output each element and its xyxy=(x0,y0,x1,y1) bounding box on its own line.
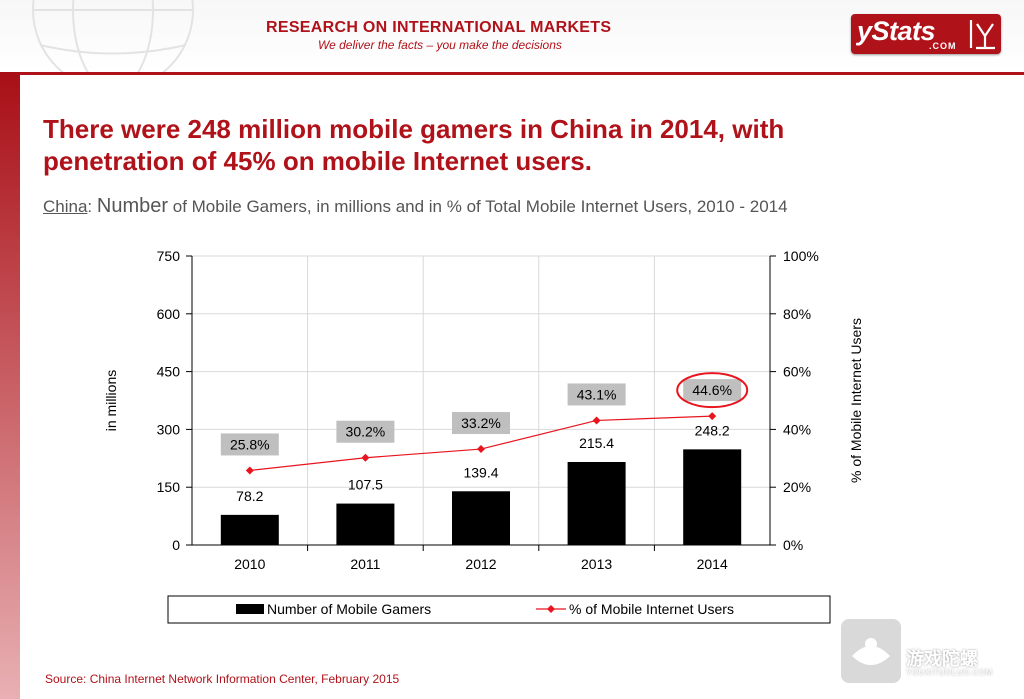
highlight-circle xyxy=(676,372,749,409)
y2-tick-label: 100% xyxy=(783,248,819,264)
bar-data-label: 139.4 xyxy=(463,464,498,480)
y2-tick-label: 60% xyxy=(783,364,811,380)
legend-swatch-bars xyxy=(236,604,264,614)
page-title: There were 248 million mobile gamers in … xyxy=(43,114,785,176)
bar xyxy=(220,514,279,545)
logo-mark-icon xyxy=(969,20,995,50)
subtitle-lead: Number xyxy=(96,195,169,217)
legend-box xyxy=(167,595,831,624)
x-tick-label: 2011 xyxy=(350,556,380,572)
logo-text: yStats xyxy=(857,16,936,46)
watermark-url: YOUXITUOLUO.COM xyxy=(906,668,993,677)
side-accent-bar xyxy=(0,72,20,699)
line-point xyxy=(708,412,717,421)
y-tick-label: 150 xyxy=(157,479,181,495)
bar-data-label: 78.2 xyxy=(236,488,263,504)
line-data-label: 30.2% xyxy=(346,424,386,440)
y2-tick-label: 0% xyxy=(783,537,803,553)
line-point xyxy=(245,466,254,475)
ystats-logo: yStats .COM xyxy=(851,14,1001,54)
legend-label-line: % of Mobile Internet Users xyxy=(569,601,734,617)
subtitle-rest: of Mobile Gamers, in millions and in % o… xyxy=(168,197,788,216)
y2-tick-label: 20% xyxy=(783,479,811,495)
y2-tick-label: 40% xyxy=(783,421,811,437)
y-tick-label: 0 xyxy=(172,537,180,553)
tagline-subtitle: We deliver the facts – you make the deci… xyxy=(318,38,562,52)
chart-subtitle: China: Number of Mobile Gamers, in milli… xyxy=(43,195,788,218)
bar xyxy=(336,503,395,545)
y-tick-label: 600 xyxy=(157,306,181,322)
watermark-logo-icon xyxy=(841,619,901,683)
tagline-title: RESEARCH ON INTERNATIONAL MARKETS xyxy=(266,19,612,36)
x-tick-label: 2010 xyxy=(234,556,265,572)
y-tick-label: 750 xyxy=(157,248,181,264)
bar xyxy=(683,449,742,545)
y-tick-label: 300 xyxy=(157,421,181,437)
line-data-label: 25.8% xyxy=(230,436,270,452)
line-label-box xyxy=(336,420,395,443)
source-note: Source: China Internet Network Informati… xyxy=(45,672,400,686)
subtitle-separator: : xyxy=(87,197,97,216)
logo-domain: .COM xyxy=(929,41,957,51)
line-label-box xyxy=(220,433,279,456)
y2-tick-label: 80% xyxy=(783,306,811,322)
line-data-label: 33.2% xyxy=(461,415,501,431)
line-data-label: 43.1% xyxy=(577,386,617,402)
line-label-box xyxy=(567,383,626,406)
line-label-box xyxy=(683,379,742,402)
page-header: RESEARCH ON INTERNATIONAL MARKETS We del… xyxy=(0,0,1024,72)
line-point xyxy=(477,445,485,454)
legend-swatch-marker xyxy=(547,605,555,613)
watermark-text: 游戏陀螺 xyxy=(906,649,978,669)
x-tick-label: 2013 xyxy=(581,556,612,572)
header-divider xyxy=(0,72,1024,75)
bar xyxy=(452,491,510,545)
globe-icon xyxy=(32,0,194,72)
x-tick-label: 2012 xyxy=(465,556,496,572)
y-axis-title: in millions xyxy=(103,370,119,431)
x-tick-label: 2014 xyxy=(697,556,728,572)
y-tick-label: 450 xyxy=(157,364,181,380)
line-point xyxy=(592,416,601,425)
subtitle-country: China xyxy=(43,197,88,216)
bar-data-label: 248.2 xyxy=(695,422,730,438)
y2-axis-title: % of Mobile Internet Users xyxy=(848,318,864,483)
legend-label-bars: Number of Mobile Gamers xyxy=(267,601,431,617)
bar-data-label: 107.5 xyxy=(348,477,383,493)
line-data-label: 44.6% xyxy=(692,382,732,398)
line-point xyxy=(361,453,370,462)
line-label-box xyxy=(452,412,510,435)
bar xyxy=(567,461,626,545)
bar-data-label: 215.4 xyxy=(579,435,614,451)
